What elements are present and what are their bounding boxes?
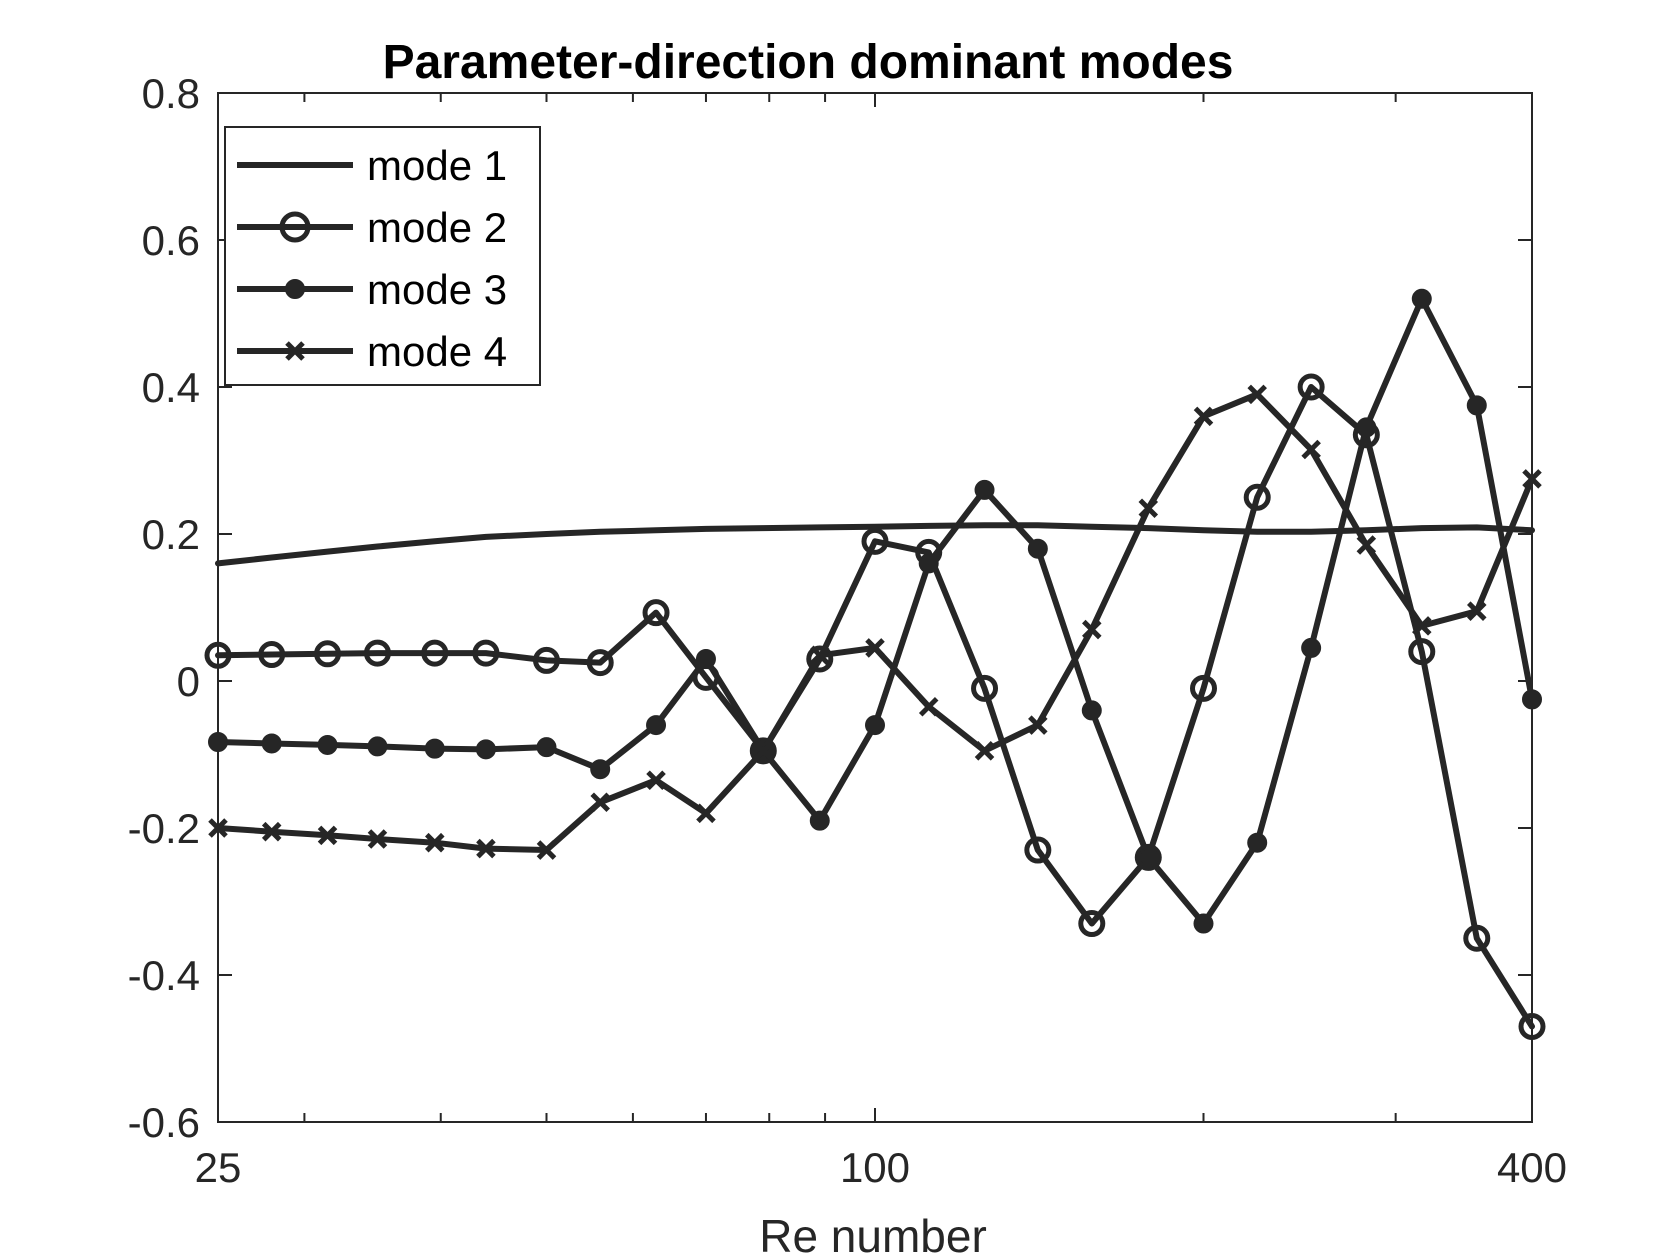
data-point (1411, 288, 1432, 309)
data-point (1082, 619, 1102, 640)
x-axis-label: Re number (759, 1210, 987, 1260)
legend-marker (285, 341, 305, 361)
data-point (314, 640, 342, 668)
series-line (215, 384, 1535, 1030)
data-point (1193, 406, 1214, 427)
data-point (363, 639, 391, 667)
data-point (1408, 638, 1436, 666)
data-point (974, 479, 995, 500)
data-point (1412, 616, 1432, 636)
data-point (1081, 700, 1102, 721)
data-point (261, 733, 282, 754)
data-point (533, 646, 560, 674)
y-tick-label: 0.2 (142, 511, 200, 558)
data-point (696, 803, 716, 824)
series-4 (208, 384, 1542, 860)
x-tick-label: 25 (195, 1144, 242, 1191)
series-1 (215, 522, 1535, 567)
legend-label: mode 1 (367, 142, 507, 189)
chart-title: Parameter-direction dominant modes (383, 36, 1234, 89)
data-point (1028, 715, 1048, 735)
data-point (642, 599, 670, 627)
data-point (1247, 832, 1268, 853)
y-tick-label: 0.6 (142, 217, 200, 264)
data-point (590, 792, 610, 813)
data-point (861, 527, 889, 555)
legend-label: mode 4 (367, 328, 507, 375)
data-point (974, 741, 995, 761)
x-tick-label: 100 (840, 1144, 910, 1191)
data-point (1356, 417, 1377, 438)
data-point (1193, 913, 1214, 934)
data-point (536, 840, 557, 860)
data-point (367, 829, 388, 849)
data-point (1301, 439, 1321, 460)
data-point (809, 810, 830, 831)
data-point (421, 639, 449, 667)
legend-marker (279, 211, 311, 243)
data-point (1467, 601, 1487, 621)
legend-label: mode 2 (367, 204, 507, 251)
data-point (476, 838, 496, 859)
data-point (1190, 674, 1217, 702)
data-point (317, 825, 338, 846)
data-point (1138, 498, 1159, 519)
data-point (971, 674, 999, 702)
series-layer (204, 288, 1546, 1040)
legend-entry: mode 3 (237, 266, 507, 313)
y-tick-label: 0.8 (142, 70, 200, 117)
data-point (918, 553, 939, 574)
data-point (918, 696, 939, 717)
y-tick-label: -0.4 (128, 952, 200, 999)
legend-label: mode 3 (367, 266, 507, 313)
data-point (865, 715, 885, 736)
data-point (1138, 847, 1159, 868)
data-point (1301, 637, 1322, 658)
data-point (590, 759, 611, 780)
data-point (475, 739, 496, 760)
data-point (1297, 373, 1325, 401)
y-tick-label: 0.4 (142, 364, 200, 411)
data-point (1078, 910, 1106, 938)
data-point (646, 770, 666, 790)
data-point (258, 641, 286, 669)
data-point (1466, 395, 1487, 416)
y-tick-label: -0.6 (128, 1099, 200, 1146)
legend-entry: mode 1 (237, 142, 507, 189)
x-tick-label: 400 (1497, 1144, 1567, 1191)
data-point (1463, 924, 1491, 952)
data-point (261, 821, 282, 842)
data-point (1356, 535, 1377, 555)
data-point (753, 741, 774, 761)
data-point (1247, 384, 1267, 405)
data-point (646, 715, 667, 736)
legend-box (224, 126, 541, 386)
data-point (865, 638, 885, 658)
data-point (367, 736, 388, 757)
y-tick-label: 0 (177, 658, 200, 705)
y-tick-label: -0.2 (128, 805, 200, 852)
legend-entry: mode 4 (237, 328, 507, 375)
legend-entry: mode 2 (237, 204, 507, 251)
data-point (749, 737, 777, 765)
legend-marker (285, 279, 305, 299)
series-line (215, 522, 1535, 567)
data-point (472, 639, 500, 667)
data-point (536, 737, 557, 758)
data-point (1134, 843, 1162, 871)
data-point (586, 649, 614, 677)
data-point (425, 832, 445, 853)
legend: mode 1 mode 2 mode 3 mode 4 (224, 126, 541, 386)
data-point (695, 648, 716, 669)
data-point (1024, 836, 1052, 864)
data-point (1027, 538, 1048, 559)
data-point (1243, 483, 1271, 511)
data-point (806, 645, 834, 673)
data-point (317, 734, 338, 755)
data-point (810, 645, 830, 666)
axes-layer: -0.6 -0.4 -0.2 0 0.2 0.4 0.6 0.8 25 100 400 (128, 70, 1567, 1191)
data-point (424, 738, 445, 759)
